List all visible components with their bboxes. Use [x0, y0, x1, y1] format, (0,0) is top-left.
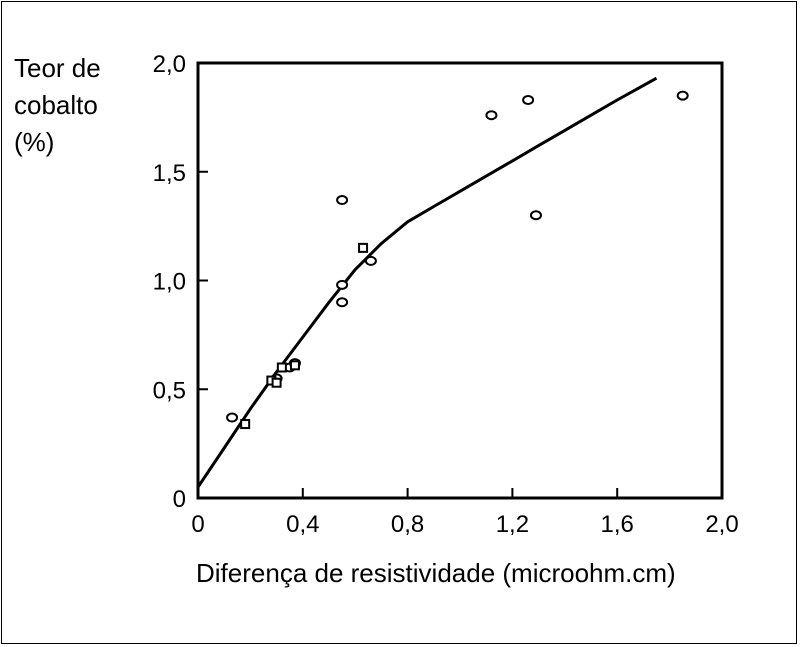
- data-points-group: [226, 90, 689, 430]
- x-tick-label: 2,0: [705, 511, 738, 538]
- data-point-square: [240, 419, 251, 430]
- y-tick-label: 0: [173, 486, 186, 513]
- data-point-circle: [336, 279, 349, 290]
- x-axis-label: Diferença de resistividade (microohm.cm): [196, 558, 676, 588]
- x-tick-label: 0: [191, 511, 204, 538]
- y-tick-label: 0,5: [153, 377, 186, 404]
- data-point-square: [276, 362, 287, 373]
- x-tick-label: 0,8: [391, 511, 424, 538]
- data-point-circle: [226, 412, 239, 423]
- y-tick-label: 2,0: [153, 51, 186, 78]
- y-tick-label: 1,5: [153, 160, 186, 187]
- trend-curve: [196, 76, 658, 488]
- x-axis-ticks: 0 0,4 0,8 1,2 1,6 2,0: [191, 488, 739, 538]
- data-point-circle: [522, 94, 535, 105]
- data-point-square: [271, 377, 282, 388]
- data-point-circle: [336, 195, 349, 206]
- x-tick-label: 1,2: [496, 511, 529, 538]
- y-axis-label-line-2: cobalto: [14, 90, 98, 120]
- plot-area: [196, 61, 724, 500]
- data-point-circle: [676, 90, 689, 101]
- y-axis-label-line-3: (%): [14, 127, 55, 157]
- x-tick-label: 1,6: [601, 511, 634, 538]
- data-point-square: [289, 360, 300, 371]
- data-point-circle: [364, 255, 377, 266]
- trend-curve-group: [196, 76, 658, 488]
- data-point-circle: [336, 297, 349, 308]
- x-tick-label: 0,4: [286, 511, 319, 538]
- y-axis-ticks: 0 0,5 1,0 1,5 2,0: [153, 51, 208, 513]
- data-point-circle: [485, 110, 498, 121]
- data-point-square: [358, 242, 369, 253]
- y-tick-label: 1,0: [153, 269, 186, 296]
- data-point-circle: [529, 210, 542, 221]
- y-axis-label-line-1: Teor de: [14, 53, 101, 83]
